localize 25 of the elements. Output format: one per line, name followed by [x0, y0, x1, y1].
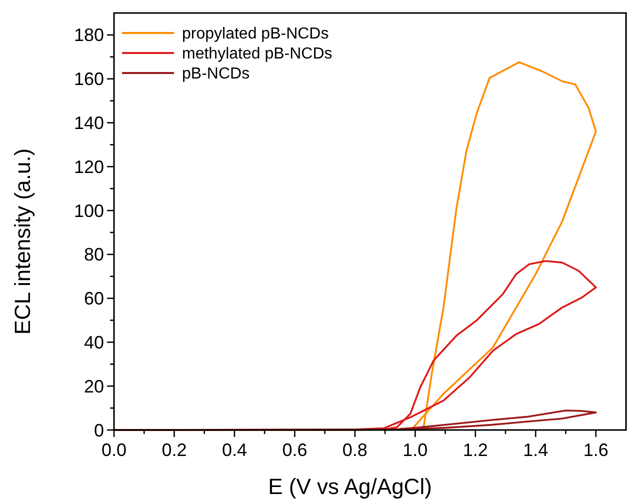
- y-tick-label: 160: [74, 69, 104, 90]
- y-tick-label: 60: [84, 288, 104, 309]
- x-tick-label: 1.0: [402, 440, 428, 460]
- x-tick-label: 1.2: [462, 440, 488, 460]
- y-axis-title: ECL intensity (a.u.): [10, 148, 35, 335]
- x-tick-label: 0.8: [342, 440, 368, 460]
- x-tick-label: 0.4: [222, 440, 247, 460]
- y-tick-label: 0: [94, 420, 104, 440]
- y-tick-label: 120: [74, 156, 104, 177]
- legend-label: methylated pB-NCDs: [182, 46, 332, 63]
- legend-label: pB-NCDs: [182, 66, 250, 83]
- x-tick-label: 1.4: [523, 440, 548, 460]
- x-tick-label: 1.6: [583, 440, 608, 460]
- y-tick-label: 20: [84, 376, 104, 396]
- legend-label: propylated pB-NCDs: [182, 26, 329, 43]
- x-tick-label: 0.2: [162, 440, 187, 460]
- x-tick-label: 0.6: [282, 440, 308, 460]
- line-series: [113, 410, 597, 431]
- y-tick-label: 100: [74, 200, 104, 221]
- y-tick-label: 140: [74, 113, 104, 134]
- y-tick-label: 180: [74, 25, 104, 46]
- x-axis-title: E (V vs Ag/AgCl): [268, 474, 432, 499]
- x-tick-label: 0.0: [101, 440, 127, 460]
- y-tick-label: 40: [84, 332, 104, 353]
- y-tick-label: 80: [84, 244, 104, 265]
